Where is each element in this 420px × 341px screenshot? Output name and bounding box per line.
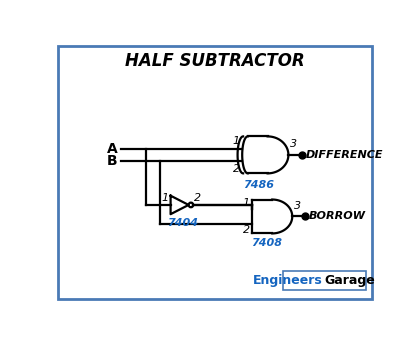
Text: 3: 3: [294, 201, 301, 211]
Text: 7408: 7408: [251, 238, 282, 248]
Text: 1: 1: [243, 198, 250, 208]
Text: 7486: 7486: [243, 179, 274, 190]
Text: Engineers: Engineers: [253, 274, 323, 287]
Text: 7404: 7404: [167, 218, 198, 228]
Text: B: B: [107, 154, 118, 168]
Text: BORROW: BORROW: [308, 211, 365, 221]
Text: 1: 1: [233, 136, 240, 146]
FancyBboxPatch shape: [283, 271, 366, 290]
Text: DIFFERENCE: DIFFERENCE: [306, 150, 383, 160]
Text: 2: 2: [194, 193, 201, 203]
Text: 1: 1: [161, 193, 168, 203]
Text: 2: 2: [233, 164, 240, 174]
Text: HALF SUBTRACTOR: HALF SUBTRACTOR: [126, 52, 305, 70]
Text: Garage: Garage: [325, 274, 375, 287]
Text: 3: 3: [290, 139, 297, 149]
Text: 2: 2: [243, 225, 250, 235]
Text: A: A: [107, 142, 118, 156]
